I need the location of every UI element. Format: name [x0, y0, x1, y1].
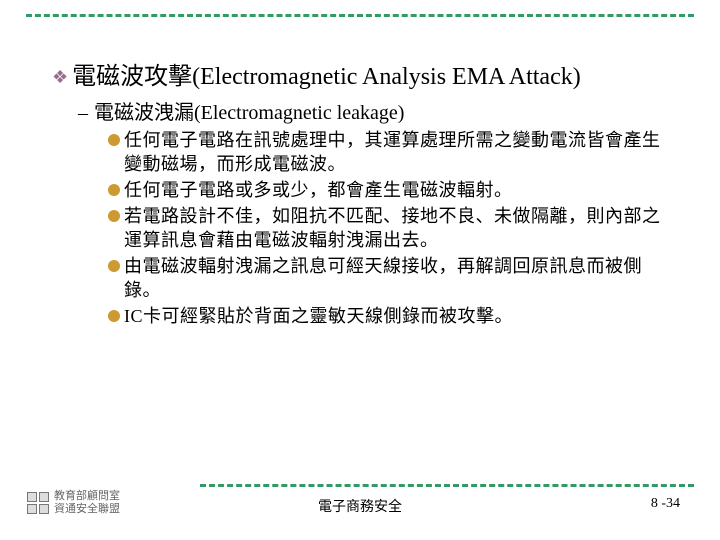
level3-text: 任何電子電路或多或少，都會產生電磁波輻射。	[124, 178, 513, 202]
circle-bullet-icon	[108, 184, 120, 196]
diamond-bullet-icon: ❖	[52, 62, 68, 92]
circle-bullet-icon	[108, 134, 120, 146]
level3-text: 由電磁波輻射洩漏之訊息可經天線接收，再解調回原訊息而被側錄。	[124, 254, 674, 302]
bottom-rule	[200, 484, 694, 490]
level3-item: IC卡可經緊貼於背面之靈敏天線側錄而被攻擊。	[108, 304, 674, 328]
level2-text: 電磁波洩漏(Electromagnetic leakage)	[94, 100, 404, 126]
level1-text: 電磁波攻擊(Electromagnetic Analysis EMA Attac…	[72, 62, 581, 92]
footer: 教育部顧問室 資通安全聯盟 電子商務安全 8 -34	[0, 496, 720, 526]
level3-text: 若電路設計不佳，如阻抗不匹配、接地不良、未做隔離，則內部之運算訊息會藉由電磁波輻…	[124, 204, 674, 252]
circle-bullet-icon	[108, 310, 120, 322]
level3-item: 若電路設計不佳，如阻抗不匹配、接地不良、未做隔離，則內部之運算訊息會藉由電磁波輻…	[108, 204, 674, 252]
circle-bullet-icon	[108, 260, 120, 272]
footer-center: 電子商務安全	[0, 496, 720, 516]
level3-item: 任何電子電路或多或少，都會產生電磁波輻射。	[108, 178, 674, 202]
level3-item: 任何電子電路在訊號處理中，其運算處理所需之變動電流皆會產生變動磁場，而形成電磁波…	[108, 128, 674, 176]
dash-bullet-icon: –	[78, 100, 88, 126]
footer-page-number: 8 -34	[651, 496, 680, 512]
level3-text: IC卡可經緊貼於背面之靈敏天線側錄而被攻擊。	[124, 304, 513, 328]
level3-text: 任何電子電路在訊號處理中，其運算處理所需之變動電流皆會產生變動磁場，而形成電磁波…	[124, 128, 674, 176]
circle-bullet-icon	[108, 210, 120, 222]
level3-item: 由電磁波輻射洩漏之訊息可經天線接收，再解調回原訊息而被側錄。	[108, 254, 674, 302]
top-rule	[26, 14, 694, 20]
level1-item: ❖ 電磁波攻擊(Electromagnetic Analysis EMA Att…	[52, 62, 674, 92]
level2-item: – 電磁波洩漏(Electromagnetic leakage)	[78, 100, 674, 126]
